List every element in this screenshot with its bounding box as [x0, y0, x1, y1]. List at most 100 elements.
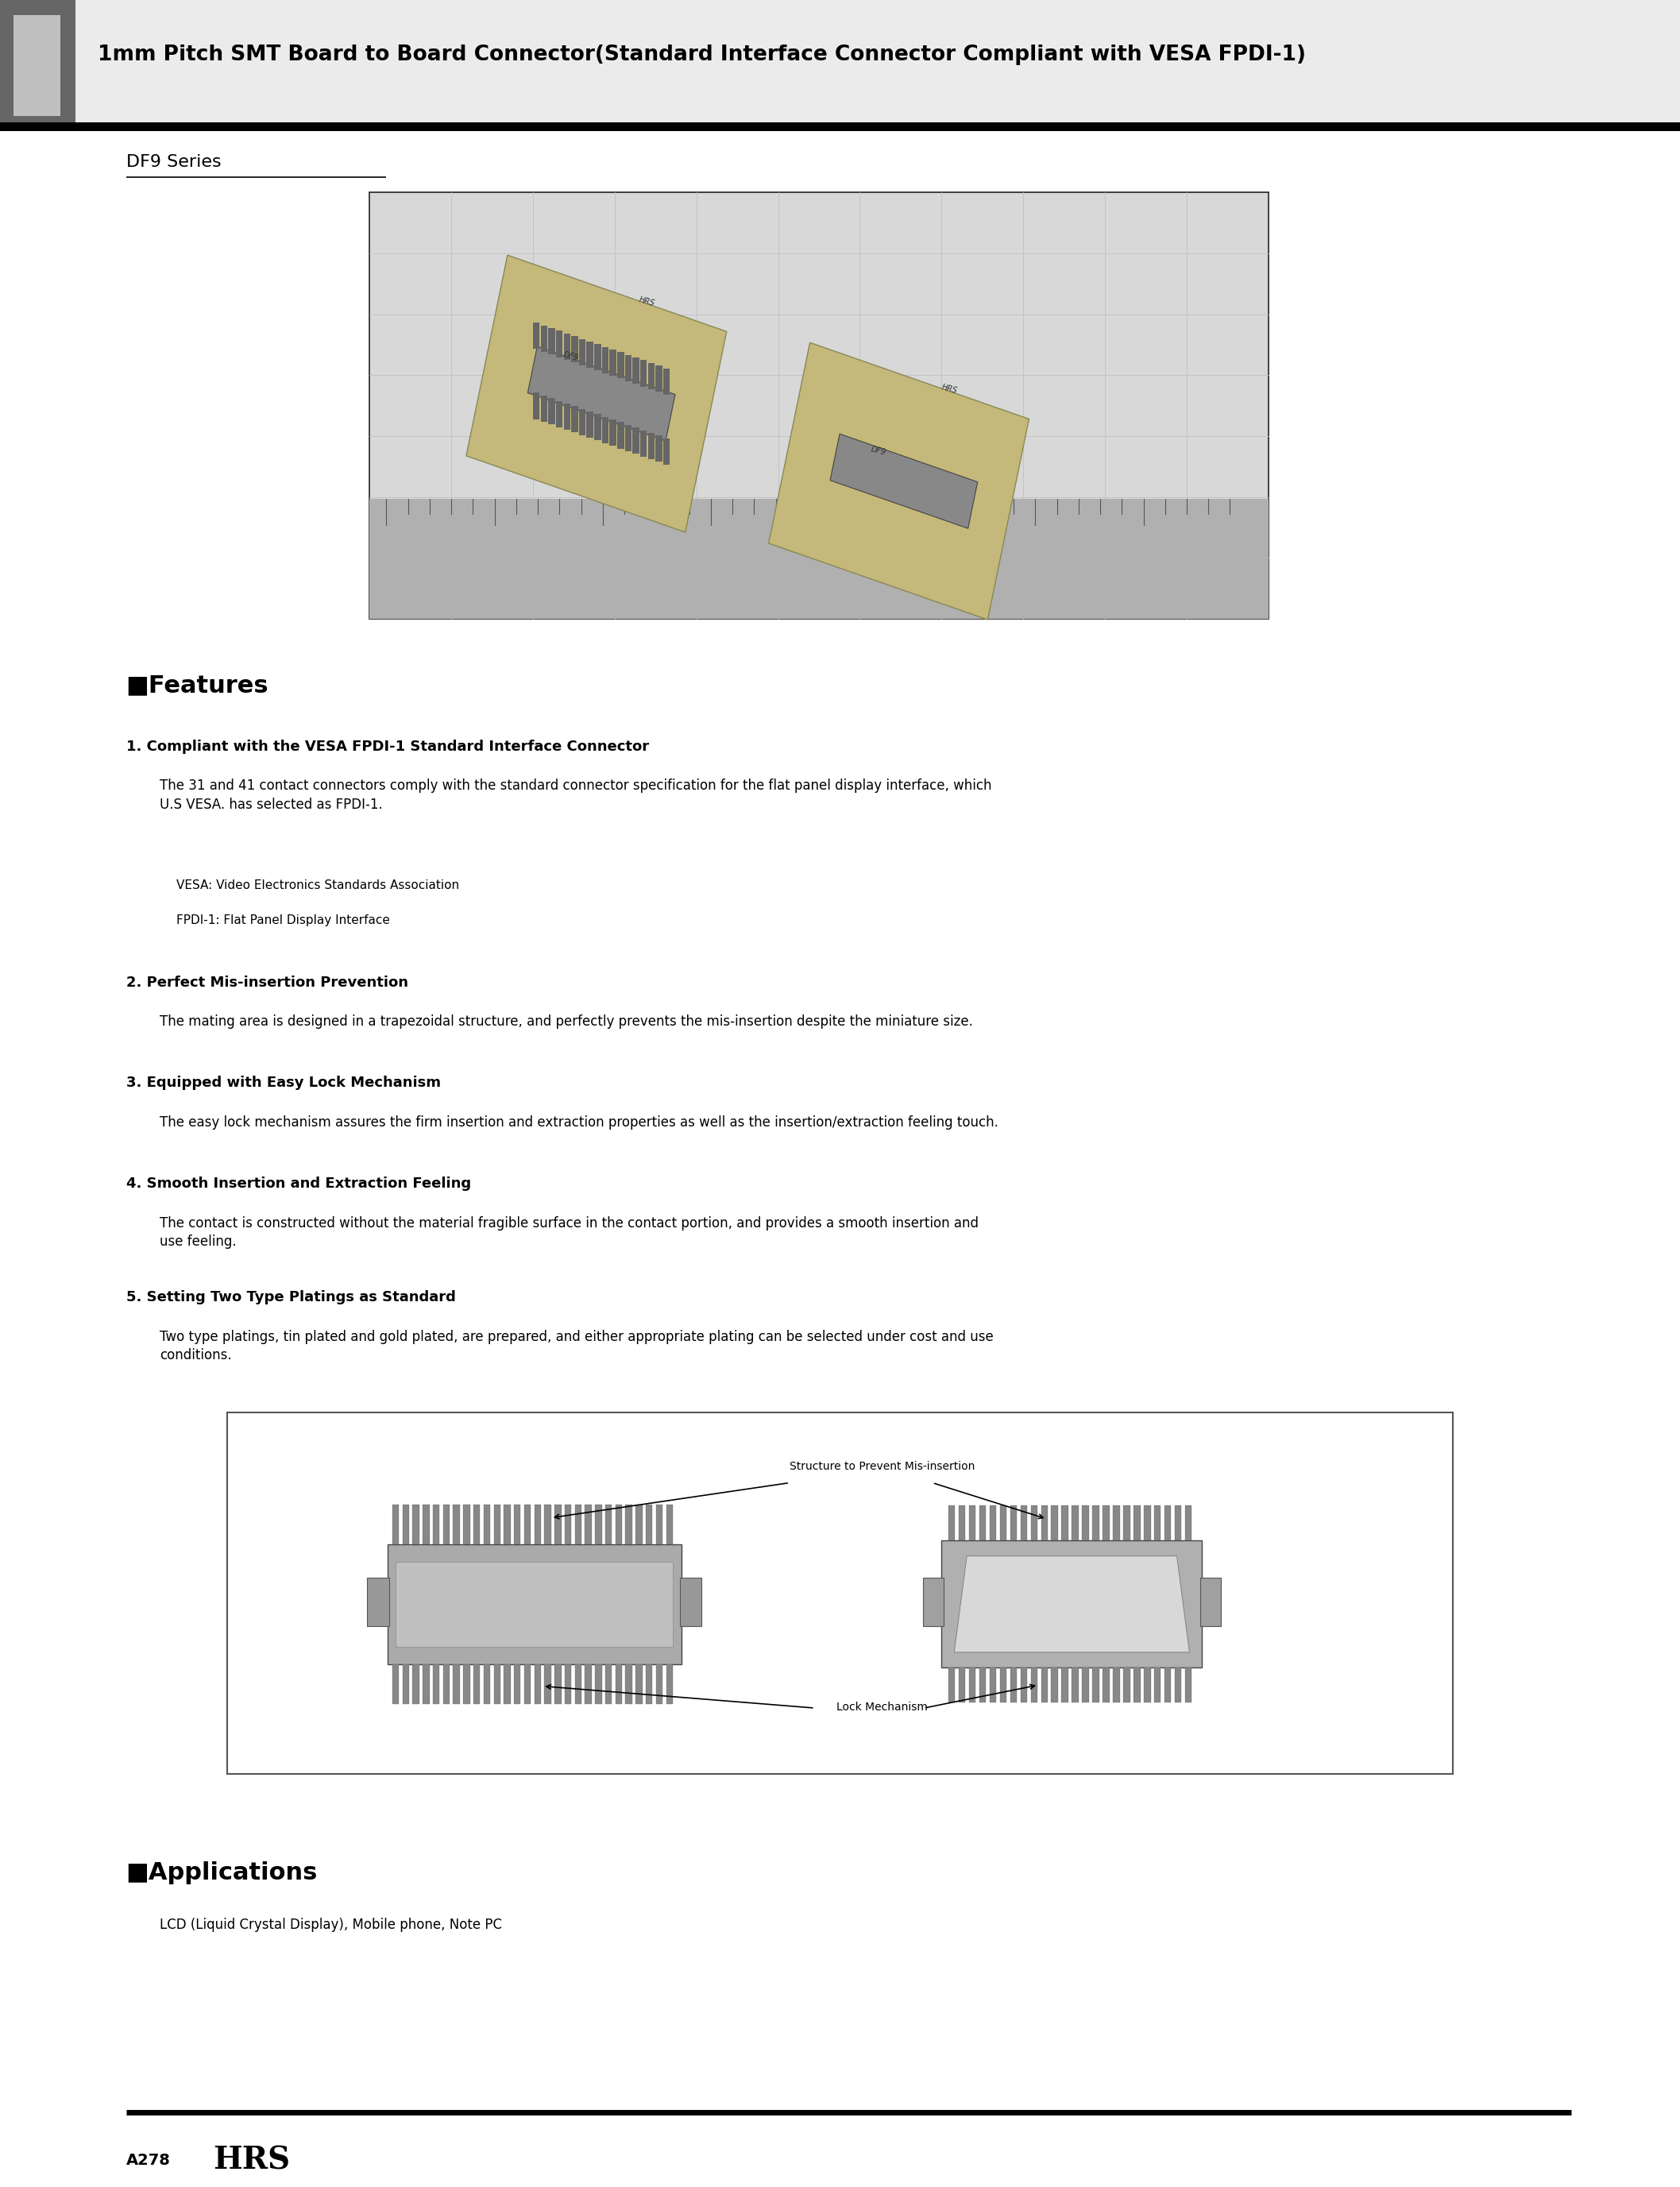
- Bar: [648, 363, 655, 389]
- Text: A278: A278: [126, 2154, 170, 2167]
- Bar: [533, 394, 539, 420]
- Bar: [655, 1505, 662, 1544]
- Bar: [605, 1664, 612, 1704]
- Bar: [444, 1664, 450, 1704]
- Bar: [564, 1505, 571, 1544]
- Bar: [1042, 1669, 1048, 1704]
- Bar: [586, 411, 593, 437]
- Text: ■Features: ■Features: [126, 674, 269, 698]
- Bar: [1144, 1669, 1151, 1704]
- Bar: [941, 1542, 1203, 1669]
- Bar: [635, 1664, 642, 1704]
- Bar: [396, 1562, 672, 1647]
- Text: LCD (Liquid Crystal Display), Mobile phone, Note PC: LCD (Liquid Crystal Display), Mobile pho…: [160, 1918, 502, 1933]
- Bar: [1184, 1669, 1191, 1704]
- Text: HRS: HRS: [213, 2145, 291, 2176]
- Bar: [664, 437, 670, 464]
- Bar: [1124, 1669, 1131, 1704]
- Text: The contact is constructed without the material fragible surface in the contact : The contact is constructed without the m…: [160, 1216, 978, 1249]
- Bar: [580, 339, 586, 365]
- Bar: [601, 418, 608, 444]
- Bar: [556, 400, 563, 426]
- Bar: [504, 1505, 511, 1544]
- Bar: [0, 0, 76, 122]
- Bar: [1164, 1669, 1171, 1704]
- Bar: [0, 122, 1680, 131]
- Bar: [494, 1664, 501, 1704]
- Bar: [1010, 1507, 1016, 1542]
- Bar: [625, 354, 632, 381]
- Bar: [633, 356, 640, 383]
- Bar: [514, 1664, 521, 1704]
- Bar: [563, 405, 570, 431]
- Bar: [13, 15, 60, 116]
- Text: 2. Perfect Mis-insertion Prevention: 2. Perfect Mis-insertion Prevention: [126, 975, 408, 991]
- Bar: [1000, 1507, 1006, 1542]
- Bar: [625, 1664, 632, 1704]
- Bar: [1000, 1669, 1006, 1704]
- Bar: [580, 409, 586, 435]
- Bar: [1200, 1579, 1220, 1627]
- Bar: [1102, 1507, 1109, 1542]
- Text: ■Applications: ■Applications: [126, 1861, 318, 1885]
- Bar: [1134, 1669, 1141, 1704]
- Bar: [655, 1664, 662, 1704]
- Bar: [571, 407, 578, 433]
- Polygon shape: [528, 346, 675, 442]
- Bar: [665, 1664, 672, 1704]
- Bar: [1134, 1507, 1141, 1542]
- Bar: [1062, 1669, 1068, 1704]
- Bar: [979, 1507, 986, 1542]
- Bar: [979, 1669, 986, 1704]
- Bar: [605, 1505, 612, 1544]
- Bar: [533, 324, 539, 350]
- Bar: [554, 1505, 561, 1544]
- Bar: [615, 1505, 622, 1544]
- Bar: [1174, 1507, 1181, 1542]
- Bar: [1030, 1669, 1037, 1704]
- Bar: [586, 341, 593, 367]
- Text: 1. Compliant with the VESA FPDI-1 Standard Interface Connector: 1. Compliant with the VESA FPDI-1 Standa…: [126, 739, 648, 755]
- Bar: [595, 1505, 601, 1544]
- Bar: [366, 1579, 388, 1627]
- Bar: [433, 1505, 440, 1544]
- Bar: [1112, 1507, 1119, 1542]
- Text: 1mm Pitch SMT Board to Board Connector(Standard Interface Connector Compliant wi: 1mm Pitch SMT Board to Board Connector(S…: [97, 44, 1305, 66]
- Text: 5. Setting Two Type Platings as Standard: 5. Setting Two Type Platings as Standard: [126, 1290, 455, 1306]
- Bar: [504, 1664, 511, 1704]
- Bar: [615, 1664, 622, 1704]
- Bar: [969, 1669, 976, 1704]
- Bar: [664, 367, 670, 394]
- Bar: [524, 1505, 531, 1544]
- Bar: [617, 352, 623, 378]
- Bar: [948, 1669, 954, 1704]
- Bar: [1020, 1669, 1026, 1704]
- Bar: [548, 328, 554, 354]
- Bar: [484, 1664, 491, 1704]
- Bar: [370, 192, 1268, 619]
- Bar: [541, 326, 548, 352]
- Bar: [1124, 1507, 1131, 1542]
- Bar: [474, 1505, 480, 1544]
- Bar: [595, 343, 601, 370]
- Bar: [514, 1505, 521, 1544]
- Bar: [0, 0, 1680, 122]
- Bar: [403, 1505, 410, 1544]
- Text: Two type platings, tin plated and gold plated, are prepared, and either appropri: Two type platings, tin plated and gold p…: [160, 1330, 993, 1363]
- Bar: [610, 350, 617, 376]
- Bar: [464, 1664, 470, 1704]
- Bar: [1042, 1507, 1048, 1542]
- Bar: [1052, 1669, 1058, 1704]
- Bar: [1082, 1507, 1089, 1542]
- Bar: [391, 1664, 400, 1704]
- Text: DF9: DF9: [870, 444, 887, 457]
- Text: The 31 and 41 contact connectors comply with the standard connector specificatio: The 31 and 41 contact connectors comply …: [160, 779, 991, 811]
- Bar: [534, 1505, 541, 1544]
- Bar: [370, 499, 1268, 619]
- Bar: [1010, 1669, 1016, 1704]
- Text: HRS: HRS: [638, 295, 655, 308]
- Bar: [227, 1413, 1453, 1774]
- Text: Lock Mechanism: Lock Mechanism: [837, 1701, 927, 1712]
- Text: HRS: HRS: [941, 383, 958, 396]
- Bar: [524, 1664, 531, 1704]
